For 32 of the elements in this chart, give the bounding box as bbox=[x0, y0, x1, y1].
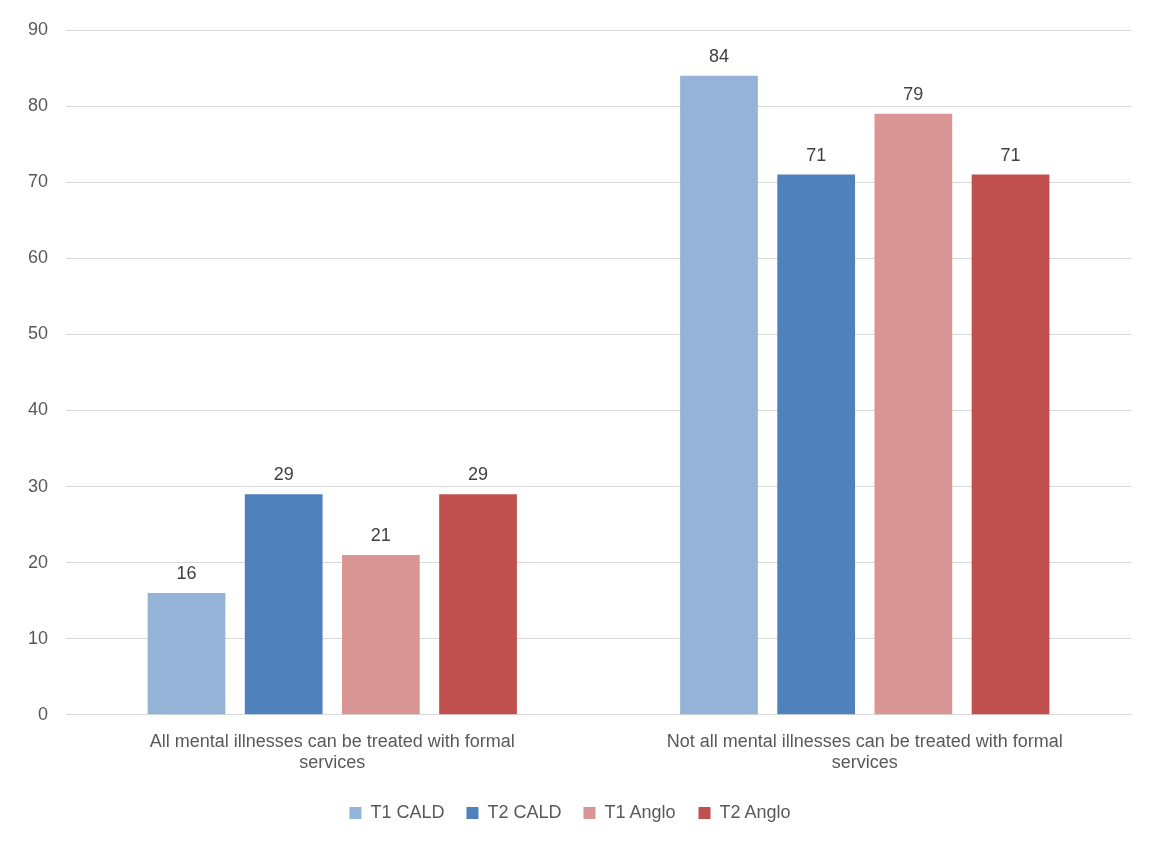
data-label: 16 bbox=[176, 563, 197, 584]
bar bbox=[147, 593, 226, 715]
y-tick-label: 30 bbox=[27, 475, 49, 496]
legend-label: T1 CALD bbox=[370, 801, 445, 822]
y-tick-label: 60 bbox=[27, 247, 49, 268]
y-tick-label: 40 bbox=[27, 399, 49, 420]
bar bbox=[874, 113, 953, 715]
legend-label: T2 CALD bbox=[487, 801, 562, 822]
x-tick-label: Not all mental illnesses can be treated with formal services bbox=[666, 730, 1063, 773]
legend-label: T1 Anglo bbox=[604, 801, 676, 822]
x-tick-label: All mental illnesses can be treated with formal services bbox=[149, 730, 515, 773]
y-tick-label: 70 bbox=[27, 171, 49, 192]
legend-label: T2 Anglo bbox=[719, 801, 791, 822]
y-tick-label: 20 bbox=[27, 551, 49, 572]
data-label: 84 bbox=[708, 45, 729, 66]
bar bbox=[777, 174, 856, 715]
data-label: 79 bbox=[903, 83, 924, 104]
y-tick-label: 90 bbox=[27, 18, 49, 39]
bar bbox=[971, 174, 1050, 715]
data-label: 29 bbox=[468, 464, 489, 485]
y-tick-label: 80 bbox=[27, 95, 49, 116]
data-label: 21 bbox=[370, 524, 391, 545]
bar bbox=[680, 75, 758, 715]
data-label: 71 bbox=[806, 144, 827, 165]
bar bbox=[439, 494, 517, 715]
bar bbox=[244, 494, 323, 715]
y-tick-label: 10 bbox=[27, 627, 49, 648]
data-label: 71 bbox=[1000, 144, 1021, 165]
y-tick-label: 50 bbox=[27, 323, 49, 344]
y-tick-label: 0 bbox=[38, 703, 49, 724]
bar bbox=[341, 555, 420, 715]
data-label: 29 bbox=[273, 464, 294, 485]
